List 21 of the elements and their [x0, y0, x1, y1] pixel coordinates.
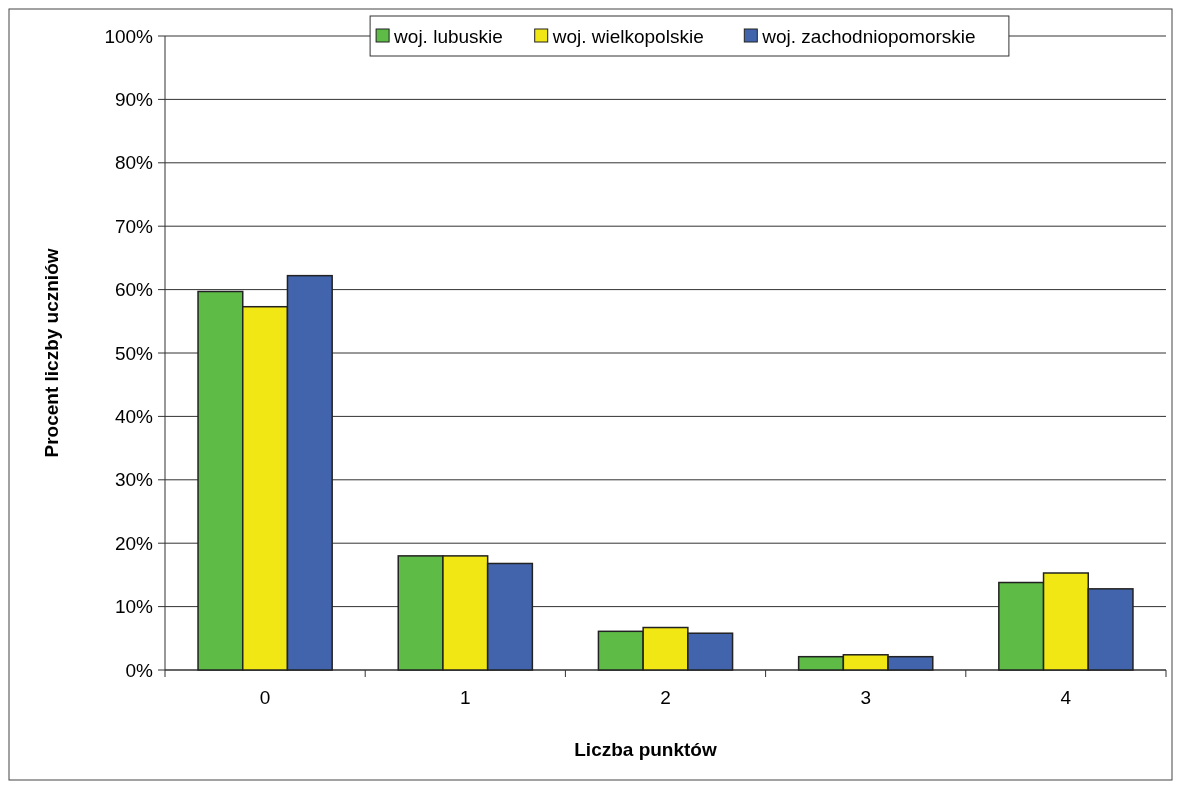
x-tick-label: 3 — [860, 687, 871, 708]
x-tick-label: 4 — [1060, 687, 1072, 708]
y-tick-label: 60% — [114, 279, 154, 301]
y-tick-label: 50% — [114, 342, 154, 364]
y-tick-label: 0% — [125, 659, 154, 681]
legend-label: woj. lubuskie — [393, 25, 503, 47]
x-tick-label: 1 — [460, 687, 471, 708]
x-tick-label: 0 — [259, 687, 271, 708]
legend-label: woj. zachodniopomorskie — [761, 25, 976, 47]
y-tick-label: 40% — [114, 406, 154, 428]
y-tick-label: 70% — [114, 215, 154, 237]
legend-label: woj. wielkopolskie — [551, 25, 704, 47]
y-tick-label: 30% — [114, 469, 154, 491]
y-tick-label: 10% — [114, 596, 154, 618]
y-tick-label: 100% — [104, 25, 154, 47]
x-tick-label: 2 — [660, 687, 671, 708]
y-tick-label: 90% — [114, 89, 154, 111]
y-tick-label: 20% — [114, 532, 154, 554]
y-tick-label: 80% — [114, 152, 154, 174]
y-axis-title: Procent liczby uczniów — [41, 248, 62, 458]
x-axis-title: Liczba punktów — [574, 739, 717, 760]
